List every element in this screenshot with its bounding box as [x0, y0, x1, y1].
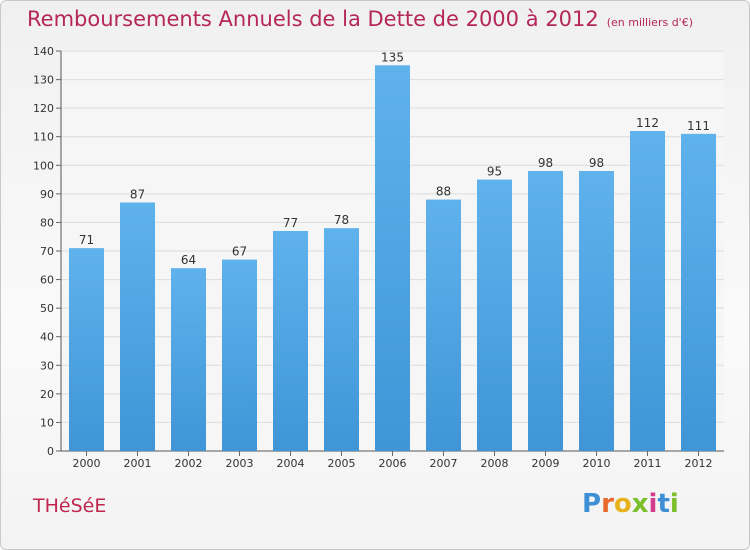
commune-name: THéSéE [33, 495, 107, 517]
logo-letter: i [648, 489, 658, 519]
data-label: 95 [487, 165, 502, 179]
x-tick-label: 2006 [379, 457, 407, 470]
y-tick-label: 120 [33, 102, 54, 115]
bar-2002 [171, 268, 206, 451]
proxiti-logo: Proxiti [582, 489, 679, 519]
chart-title: Remboursements Annuels de la Dette de 20… [27, 7, 693, 31]
data-label: 71 [79, 233, 94, 247]
y-tick-label: 40 [40, 331, 54, 344]
data-label: 98 [538, 156, 553, 170]
x-tick-label: 2009 [532, 457, 560, 470]
logo-letter: x [631, 489, 649, 519]
x-tick-label: 2010 [583, 457, 611, 470]
y-tick-label: 60 [40, 274, 54, 287]
x-tick-label: 2002 [175, 457, 203, 470]
data-label: 78 [334, 213, 349, 227]
data-label: 64 [181, 253, 196, 267]
data-label: 98 [589, 156, 604, 170]
bar-2010 [579, 171, 614, 451]
unit-text: (en milliers d'€) [606, 16, 693, 29]
data-label: 67 [232, 245, 247, 259]
data-label: 87 [130, 187, 145, 201]
x-tick-label: 2011 [634, 457, 662, 470]
data-label: 88 [436, 185, 451, 199]
logo-letter: i [669, 489, 679, 519]
y-tick-label: 130 [33, 74, 54, 87]
data-label: 77 [283, 216, 298, 230]
bar-2011 [630, 131, 665, 451]
y-tick-label: 70 [40, 245, 54, 258]
x-tick-label: 2007 [430, 457, 458, 470]
logo-letter: t [657, 489, 670, 519]
x-tick-label: 2004 [277, 457, 305, 470]
y-tick-label: 50 [40, 302, 54, 315]
y-tick-label: 0 [47, 445, 54, 458]
logo-letter: o [613, 489, 632, 519]
logo-letter: P [582, 489, 602, 519]
x-tick-label: 2001 [124, 457, 152, 470]
y-tick-label: 30 [40, 359, 54, 372]
bar-2000 [69, 248, 104, 451]
x-tick-label: 2003 [226, 457, 254, 470]
bar-2012 [681, 133, 716, 451]
bar-2005 [324, 228, 359, 451]
x-tick-label: 2005 [328, 457, 356, 470]
bar-2006 [375, 65, 410, 452]
bar-2003 [222, 259, 257, 451]
y-tick-label: 10 [40, 416, 54, 429]
y-tick-label: 100 [33, 159, 54, 172]
x-tick-label: 2012 [685, 457, 713, 470]
data-label: 112 [636, 116, 659, 130]
bar-2004 [273, 231, 308, 451]
x-tick-label: 2000 [73, 457, 101, 470]
title-text: Remboursements Annuels de la Dette de 20… [27, 7, 599, 31]
bar-2009 [528, 171, 563, 451]
y-tick-label: 20 [40, 388, 54, 401]
x-tick-label: 2008 [481, 457, 509, 470]
bar-2008 [477, 179, 512, 452]
y-tick-label: 90 [40, 188, 54, 201]
data-label: 135 [381, 50, 404, 64]
bar-2001 [120, 202, 155, 451]
y-tick-label: 110 [33, 131, 54, 144]
data-label: 111 [687, 119, 710, 133]
logo-letter: r [601, 489, 614, 519]
bar-2007 [426, 199, 461, 451]
y-tick-label: 140 [33, 45, 54, 58]
y-tick-label: 80 [40, 216, 54, 229]
